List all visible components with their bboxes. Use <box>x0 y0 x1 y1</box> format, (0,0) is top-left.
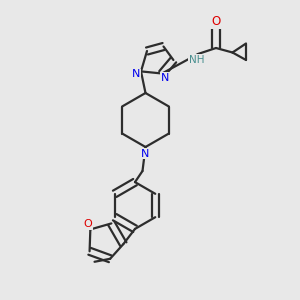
Text: O: O <box>212 15 220 28</box>
Text: NH: NH <box>189 55 204 65</box>
Text: N: N <box>161 73 169 83</box>
Text: O: O <box>84 219 92 229</box>
Text: N: N <box>141 148 150 159</box>
Text: N: N <box>131 69 140 80</box>
